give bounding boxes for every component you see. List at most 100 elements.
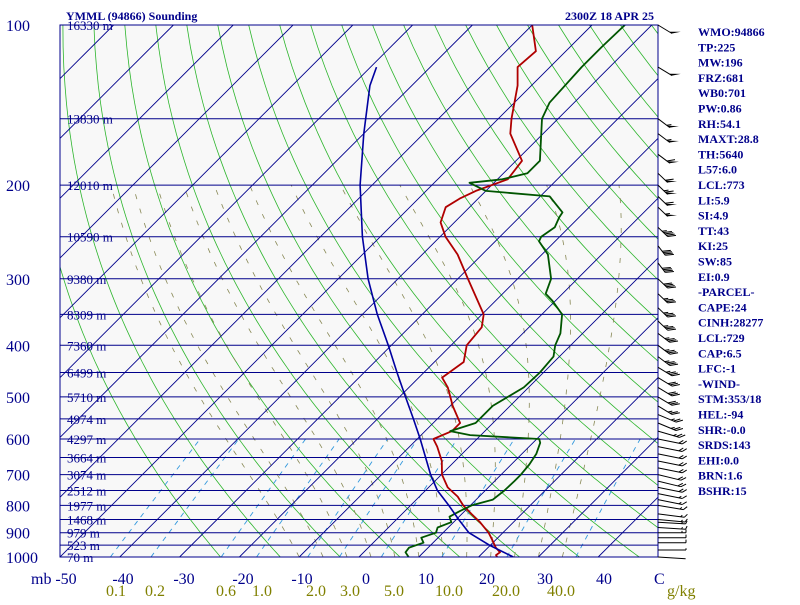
wind-barb (658, 207, 677, 216)
mixing-ratio-label: 0.6 (216, 583, 236, 600)
wind-barb (658, 475, 686, 481)
stability-index-item: LFC:-1 (698, 362, 736, 376)
wind-barb (658, 367, 680, 376)
wind-barb (658, 535, 686, 538)
stability-index-item: HEL:-94 (698, 408, 743, 422)
mixing-ratio-label: 3.0 (340, 583, 360, 600)
wind-barb (658, 263, 674, 273)
pressure-tick-label: 700 (6, 468, 30, 485)
stability-index-item: PW:0.86 (698, 102, 742, 116)
wind-barb (658, 514, 687, 517)
stability-index-item: L57:6.0 (698, 163, 737, 177)
wind-barb (658, 530, 686, 533)
wind-barb (658, 540, 686, 543)
height-label: 70 m (67, 550, 93, 565)
wind-barb (658, 333, 678, 342)
temperature-tick-label: 40 (596, 571, 612, 588)
pressure-tick-label: 800 (6, 498, 30, 515)
wind-barb (658, 345, 678, 354)
wind-barb (658, 500, 687, 505)
pressure-tick-label: 100 (6, 18, 30, 35)
stability-indices-panel: WMO:94866TP:225MW:196FRZ:681WB0:701PW:0.… (698, 25, 765, 498)
stability-index-item: -WIND- (698, 377, 740, 391)
stability-index-item: WB0:701 (698, 86, 746, 100)
dry-adiabat-line (775, 25, 800, 557)
wind-barb (658, 454, 687, 459)
stability-index-item: LI:5.9 (698, 193, 730, 207)
mixing-ratio-label: 1.0 (252, 583, 272, 600)
stability-index-item: BRN:1.6 (698, 469, 742, 483)
plot-area (60, 25, 658, 557)
temperature-tick-label: -50 (55, 571, 76, 588)
height-label: 16330 m (67, 18, 113, 33)
stability-index-item: MW:196 (698, 56, 743, 70)
sounding-time: 2300Z 18 APR 25 (565, 9, 654, 23)
height-label: 8309 m (67, 307, 106, 322)
mixing-ratio-label: 10.0 (435, 583, 463, 600)
stability-index-item: KI:25 (698, 239, 728, 253)
wind-barb (658, 431, 685, 437)
stability-index-item: TH:5640 (698, 147, 743, 161)
wind-barb (658, 185, 677, 194)
mixing-ratio-label: 0.1 (106, 583, 126, 600)
height-label: 4974 m (67, 412, 106, 427)
mixing-ratio-label: 0.2 (145, 583, 165, 600)
wind-barb (658, 154, 679, 163)
height-label: 7360 m (67, 338, 106, 353)
stability-index-item: SHR:-0.0 (698, 423, 746, 437)
wind-barb (658, 397, 680, 405)
height-label: 1977 m (67, 498, 106, 513)
temperature-tick-label: 0 (362, 571, 370, 588)
height-label: 9380 m (67, 272, 106, 287)
stability-index-item: CINH:28277 (698, 316, 763, 330)
wind-barb (658, 468, 687, 473)
stability-index-item: SW:85 (698, 255, 732, 269)
wind-barb (658, 505, 687, 509)
wind-barb (658, 196, 677, 205)
pressure-tick-label: 600 (6, 432, 30, 449)
height-label: 5710 m (67, 390, 106, 405)
wind-barb (658, 494, 687, 499)
stability-index-item: EI:0.9 (698, 270, 730, 284)
wind-barb (658, 294, 676, 303)
wind-barb (658, 439, 687, 444)
wind-barb (658, 279, 676, 288)
height-label: 13830 m (67, 112, 113, 127)
wind-barb (658, 526, 687, 529)
stability-index-item: LCL:729 (698, 331, 745, 345)
height-label: 3074 m (67, 468, 106, 483)
wind-barb (658, 308, 676, 317)
stability-index-item: CAPE:24 (698, 300, 747, 314)
pressure-tick-label: 400 (6, 338, 30, 355)
wind-barb (658, 548, 686, 550)
pressure-unit-label: mb (31, 571, 51, 588)
wind-barb (658, 227, 676, 236)
mixing-ratio-unit-label: g/kg (667, 583, 695, 600)
wind-barb (658, 246, 674, 255)
height-label: 3664 m (67, 451, 106, 466)
stability-index-item: EHI:0.0 (698, 453, 739, 467)
wind-barbs (658, 25, 687, 559)
stability-index-item: TT:43 (698, 224, 729, 238)
mixing-ratio-label: 2.0 (306, 583, 326, 600)
pressure-tick-label: 300 (6, 272, 30, 289)
wind-barb (658, 461, 687, 466)
wind-barb (658, 447, 687, 452)
wind-barb (658, 321, 676, 330)
height-label: 6499 m (67, 366, 106, 381)
stability-index-item: FRZ:681 (698, 71, 744, 85)
stability-index-item: STM:353/18 (698, 392, 761, 406)
stability-index-item: SI:4.9 (698, 209, 728, 223)
background-grid (0, 25, 800, 557)
mixing-ratio-label: 20.0 (492, 583, 520, 600)
height-label: 12010 m (67, 178, 113, 193)
stability-index-item: WMO:94866 (698, 25, 765, 39)
stability-index-item: -PARCEL- (698, 285, 754, 299)
wind-barb (658, 119, 679, 128)
wind-barb (658, 415, 683, 423)
stability-index-item: LCL:773 (698, 178, 745, 192)
wind-barb (658, 557, 686, 559)
wind-barb (658, 134, 679, 143)
wind-barb (658, 487, 687, 492)
